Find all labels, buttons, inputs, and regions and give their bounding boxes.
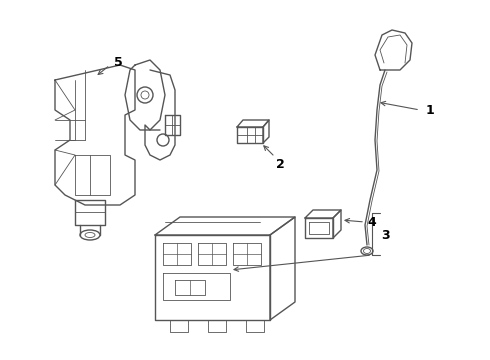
Text: 4: 4 (368, 216, 376, 229)
Text: 5: 5 (114, 55, 122, 68)
Text: 1: 1 (426, 104, 434, 117)
Text: 2: 2 (275, 158, 284, 171)
Text: 3: 3 (381, 229, 390, 242)
